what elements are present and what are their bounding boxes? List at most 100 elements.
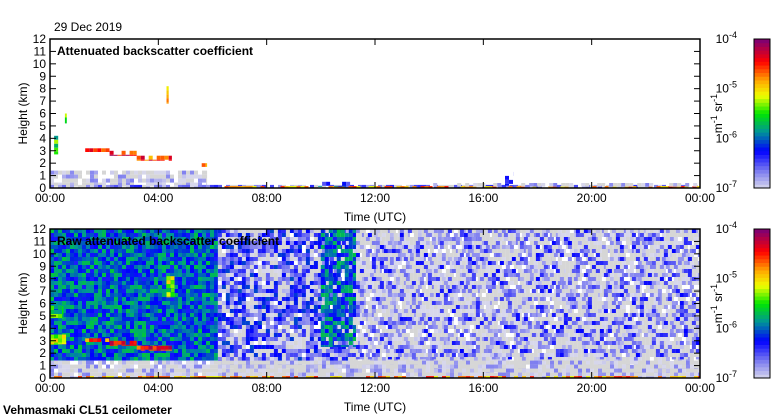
colorbar-swatch (754, 154, 770, 159)
backscatter-cell (345, 349, 350, 353)
backscatter-cell (676, 186, 681, 188)
backscatter-cell (449, 297, 454, 301)
backscatter-cell (241, 253, 246, 257)
backscatter-cell (441, 253, 446, 257)
backscatter-cell (565, 341, 570, 345)
backscatter-cell (317, 285, 322, 289)
backscatter-cell (257, 353, 262, 357)
backscatter-cell (509, 179, 513, 184)
backscatter-cell (102, 182, 106, 187)
backscatter-cell (425, 309, 430, 313)
backscatter-cell (297, 337, 302, 341)
backscatter-cell (601, 285, 606, 289)
backscatter-cell (431, 241, 436, 245)
backscatter-cell (517, 357, 522, 361)
backscatter-cell (431, 321, 436, 325)
colorbar-swatch (754, 147, 770, 152)
backscatter-cell (581, 301, 586, 305)
backscatter-cell (357, 237, 362, 241)
backscatter-cell (565, 229, 570, 233)
backscatter-cell (166, 94, 169, 99)
backscatter-cell (537, 329, 542, 333)
backscatter-cell (665, 341, 670, 345)
backscatter-cell (589, 353, 594, 357)
backscatter-cell (481, 253, 486, 257)
backscatter-cell (269, 273, 274, 277)
backscatter-cell (513, 249, 518, 253)
backscatter-cell (309, 253, 314, 257)
backscatter-cell (677, 297, 682, 301)
backscatter-cell (617, 289, 622, 293)
backscatter-cell (425, 369, 430, 373)
backscatter-cell (529, 353, 534, 357)
backscatter-cell (413, 341, 418, 345)
backscatter-cell (645, 269, 650, 273)
backscatter-cell (404, 186, 409, 188)
backscatter-cell (393, 265, 398, 269)
backscatter-cell (473, 183, 478, 187)
backscatter-cell (394, 184, 398, 188)
backscatter-cell (273, 345, 278, 349)
backscatter-cell (545, 269, 550, 273)
backscatter-cell (225, 237, 230, 241)
backscatter-cell (609, 317, 614, 321)
backscatter-cell (697, 361, 700, 365)
backscatter-cell (249, 361, 254, 365)
backscatter-cell (277, 341, 282, 345)
backscatter-cell (561, 261, 566, 265)
instrument-label: Vehmasmaki CL51 ceilometer (3, 403, 172, 417)
backscatter-cell (273, 257, 278, 261)
backscatter-cell (433, 329, 438, 333)
backscatter-cell (581, 183, 586, 187)
backscatter-cell (417, 273, 422, 277)
backscatter-cell (601, 321, 606, 325)
backscatter-cell (317, 289, 322, 293)
backscatter-cell (365, 329, 370, 333)
backscatter-cell (537, 249, 542, 253)
backscatter-cell (419, 293, 424, 297)
backscatter-cell (653, 269, 658, 273)
backscatter-cell (497, 249, 502, 253)
backscatter-cell (244, 186, 249, 188)
backscatter-cell (685, 349, 690, 353)
backscatter-cell (329, 353, 334, 357)
backscatter-cell (233, 297, 238, 301)
backscatter-cell (409, 285, 414, 289)
backscatter-cell (389, 333, 394, 337)
backscatter-cell (493, 289, 498, 293)
backscatter-cell (257, 349, 262, 353)
backscatter-cell (365, 257, 370, 261)
backscatter-cell (613, 313, 618, 317)
colorbar-swatch (754, 158, 770, 163)
backscatter-cell (293, 369, 298, 373)
y-tick-label: 4 (39, 131, 46, 145)
backscatter-cell (317, 301, 322, 305)
backscatter-cell (605, 357, 610, 361)
backscatter-cell (405, 269, 410, 273)
backscatter-cell (469, 313, 474, 317)
backscatter-cell (225, 289, 230, 293)
colorbar-swatch (754, 57, 770, 62)
backscatter-cell (545, 229, 550, 233)
backscatter-cell (162, 178, 166, 183)
backscatter-cell (637, 337, 642, 341)
backscatter-cell (617, 261, 622, 265)
backscatter-cell (367, 337, 372, 341)
backscatter-cell (581, 325, 586, 329)
backscatter-cell (322, 181, 327, 186)
backscatter-cell (140, 159, 145, 161)
backscatter-cell (317, 269, 322, 273)
backscatter-cell (609, 281, 614, 285)
backscatter-cell (557, 345, 562, 349)
backscatter-cell (249, 357, 254, 361)
backscatter-cell (377, 277, 382, 281)
backscatter-cell (669, 317, 674, 321)
x-tick-label: 04:00 (143, 191, 173, 205)
backscatter-cell (391, 297, 396, 301)
backscatter-cell (633, 325, 638, 329)
backscatter-cell (665, 329, 670, 333)
backscatter-cell (433, 285, 438, 289)
backscatter-cell (609, 313, 614, 317)
backscatter-cell (649, 321, 654, 325)
backscatter-cell (549, 349, 554, 353)
